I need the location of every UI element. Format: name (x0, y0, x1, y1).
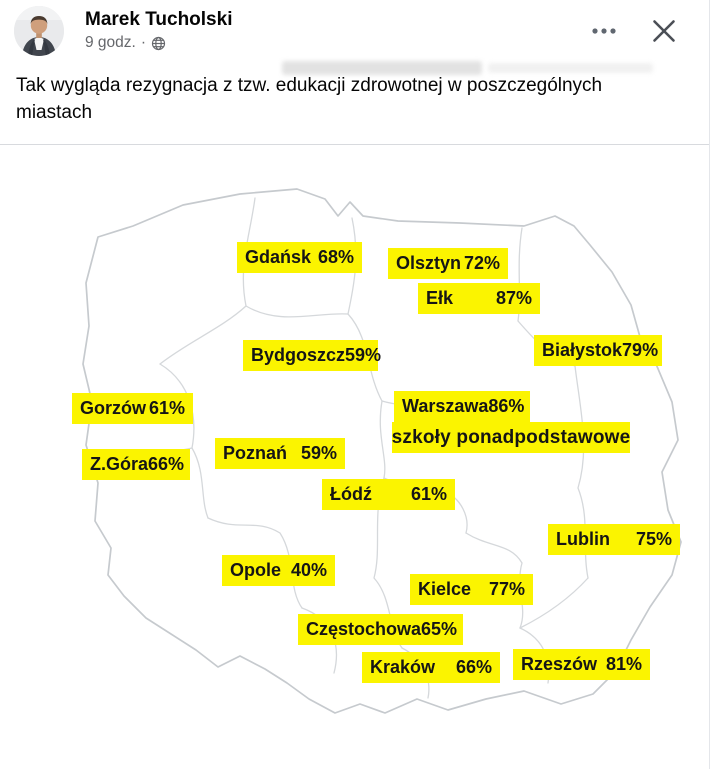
map-label: Białystok 79% (534, 335, 662, 366)
map-label: Gorzów 61% (72, 393, 193, 424)
map-label-city: Z.Góra (90, 454, 149, 474)
post-text-line: miastach (16, 102, 93, 123)
map-label: Z.Góra 66% (82, 449, 190, 480)
map-label-value: 61% (410, 484, 447, 504)
map-label-value: 72% (463, 253, 500, 273)
map-label: Kraków 66% (362, 652, 500, 683)
map-label-value: 79% (622, 340, 659, 360)
close-icon (651, 18, 677, 44)
map-label-city: Łódź (330, 484, 372, 504)
map-label-city: Białystok (542, 340, 623, 360)
map-label-city: Lublin (556, 529, 610, 549)
post-header: Marek Tucholski 9 godz. · (0, 0, 709, 62)
map-label-city: Częstochowa (306, 619, 422, 639)
map-label-city: Olsztyn (396, 253, 462, 273)
map-label-value: 86% (488, 396, 525, 416)
map-label-value: 65% (421, 619, 458, 639)
map-label-value: 59% (300, 443, 337, 463)
map-label-value: 40% (290, 560, 327, 580)
country-outline (82, 188, 682, 714)
globe-icon (151, 36, 166, 51)
map-label-city: Gdańsk (245, 247, 312, 267)
map-label: Częstochowa 65% (298, 614, 463, 645)
map-label-city: szkoły ponadpodstawowe (391, 426, 631, 448)
map-label-city: Warszawa (402, 396, 489, 416)
map-label: Łódź 61% (322, 479, 455, 510)
blur-artifact (282, 61, 482, 75)
map-label: Gdańsk 68% (237, 242, 362, 273)
map-label: szkoły ponadpodstawowe (392, 422, 630, 453)
more-options-icon (591, 27, 617, 35)
map-label-city: Gorzów (80, 398, 146, 418)
map-label: Warszawa 86% (394, 391, 530, 422)
map-label: Opole 40% (222, 555, 335, 586)
author-name[interactable]: Marek Tucholski (85, 9, 233, 30)
map-label-value: 61% (148, 398, 185, 418)
more-options-button[interactable] (587, 23, 621, 39)
map-label: Lublin 75% (548, 524, 680, 555)
map-label-city: Rzeszów (521, 654, 598, 674)
map-label-value: 77% (488, 579, 525, 599)
map-label-city: Bydgoszcz (251, 345, 346, 365)
meta-separator: · (140, 34, 147, 51)
post-text-line: Tak wygląda rezygnacja z tzw. edukacji z… (16, 75, 603, 96)
map-label-city: Poznań (223, 443, 288, 463)
map-label: Poznań 59% (215, 438, 345, 469)
map-label: Rzeszów 81% (513, 649, 650, 680)
map-label: Kielce 77% (410, 574, 533, 605)
card-border (709, 0, 710, 769)
map-label-value: 81% (605, 654, 642, 674)
map-label-value: 59% (345, 345, 382, 365)
map-label: Ełk 87% (418, 283, 540, 314)
header-actions (587, 14, 681, 48)
map-label-value: 66% (148, 454, 185, 474)
close-button[interactable] (647, 14, 681, 48)
post-text: Tak wygląda rezygnacja z tzw. edukacji z… (16, 72, 692, 126)
avatar[interactable] (14, 6, 64, 56)
post-timestamp: 9 godz. (85, 34, 136, 51)
map-label-value: 75% (635, 529, 672, 549)
map-label-city: Kielce (418, 579, 472, 599)
blur-artifact (488, 63, 653, 73)
map-label: Olsztyn 72% (388, 248, 508, 279)
post-meta: 9 godz. · (85, 34, 166, 52)
avatar-photo (14, 6, 64, 56)
map-label: Bydgoszcz 59% (243, 340, 382, 371)
map-label-city: Ełk (426, 288, 454, 308)
map-label-city: Kraków (370, 657, 436, 677)
map-label-city: Opole (230, 560, 282, 580)
map-label-value: 68% (317, 247, 354, 267)
post-image[interactable]: Gdańsk 68% Olsztyn 72% Ełk 87% Bydgoszcz 59% Bia… (0, 144, 709, 770)
map-label-value: 66% (455, 657, 492, 677)
map-label-value: 87% (495, 288, 532, 308)
